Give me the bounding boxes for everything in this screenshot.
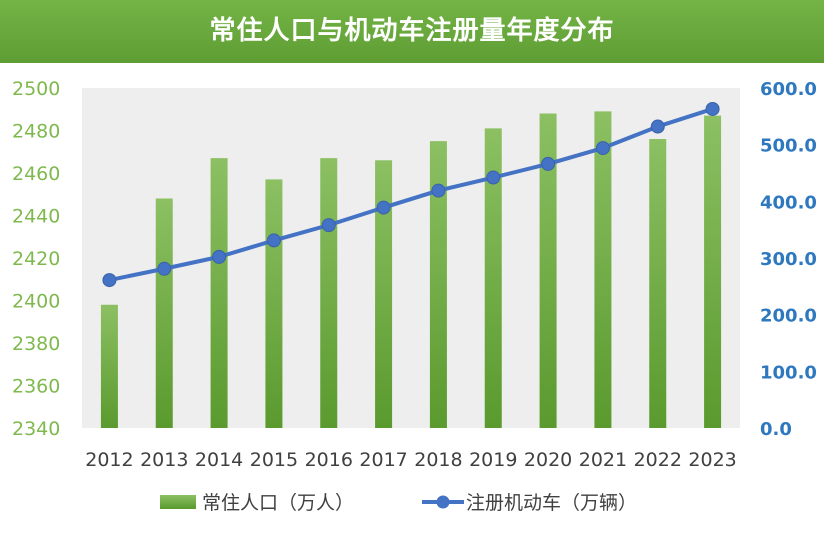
point-2019 bbox=[486, 170, 501, 185]
x-tick-label: 2016 bbox=[305, 449, 353, 471]
plot-area bbox=[82, 88, 740, 428]
x-tick-label: 2012 bbox=[85, 449, 133, 471]
bar-2017 bbox=[375, 160, 393, 428]
legend-bar-swatch bbox=[160, 495, 196, 509]
bar-2012 bbox=[100, 304, 118, 428]
point-2023 bbox=[705, 101, 720, 116]
point-2021 bbox=[595, 141, 610, 156]
chart-title: 常住人口与机动车注册量年度分布 bbox=[209, 16, 615, 46]
x-tick-label: 2020 bbox=[524, 449, 572, 471]
bar-2018 bbox=[429, 141, 447, 428]
x-tick-label: 2013 bbox=[140, 449, 188, 471]
bar-2023 bbox=[704, 115, 722, 428]
bar-2013 bbox=[155, 198, 173, 428]
right-tick-label: 400.0 bbox=[760, 192, 817, 213]
x-tick-label: 2014 bbox=[195, 449, 243, 471]
point-2017 bbox=[376, 200, 391, 215]
left-tick-label: 2440 bbox=[12, 206, 60, 228]
point-2020 bbox=[541, 156, 556, 171]
left-tick-label: 2420 bbox=[12, 248, 60, 270]
left-tick-label: 2400 bbox=[12, 291, 60, 313]
title-bar bbox=[0, 0, 824, 63]
right-tick-label: 200.0 bbox=[760, 306, 817, 327]
point-2012 bbox=[102, 273, 117, 288]
bar-2020 bbox=[539, 113, 557, 428]
point-2014 bbox=[212, 249, 227, 264]
x-tick-label: 2017 bbox=[359, 449, 407, 471]
point-2022 bbox=[650, 119, 665, 134]
bar-2015 bbox=[265, 179, 283, 428]
right-tick-label: 500.0 bbox=[760, 136, 817, 157]
x-tick-label: 2018 bbox=[414, 449, 462, 471]
point-2016 bbox=[321, 218, 336, 233]
bar-2019 bbox=[484, 128, 502, 428]
point-2013 bbox=[157, 261, 172, 276]
series-line-vehicles bbox=[109, 107, 714, 283]
legend-line-marker bbox=[436, 495, 450, 509]
left-tick-label: 2340 bbox=[12, 418, 60, 440]
x-tick-label: 2021 bbox=[579, 449, 627, 471]
bar-2021 bbox=[594, 111, 612, 428]
bar-2014 bbox=[210, 158, 228, 428]
left-tick-label: 2460 bbox=[12, 163, 60, 185]
x-tick-label: 2015 bbox=[250, 449, 298, 471]
right-tick-label: 300.0 bbox=[760, 249, 817, 270]
left-tick-label: 2360 bbox=[12, 376, 60, 398]
right-tick-label: 0.0 bbox=[760, 419, 792, 440]
legend-bar-label: 常住人口（万人） bbox=[202, 492, 354, 514]
right-tick-label: 600.0 bbox=[760, 79, 817, 100]
left-tick-label: 2380 bbox=[12, 333, 60, 355]
x-tick-label: 2019 bbox=[469, 449, 517, 471]
point-2015 bbox=[266, 233, 281, 248]
point-2018 bbox=[431, 183, 446, 198]
bar-2016 bbox=[320, 158, 338, 428]
right-tick-label: 100.0 bbox=[760, 362, 817, 383]
left-tick-label: 2480 bbox=[12, 121, 60, 143]
left-tick-label: 2500 bbox=[12, 78, 60, 100]
bar-2022 bbox=[649, 139, 667, 428]
x-tick-label: 2022 bbox=[634, 449, 682, 471]
legend-line-label: 注册机动车（万辆） bbox=[466, 492, 637, 514]
x-tick-label: 2023 bbox=[688, 449, 736, 471]
